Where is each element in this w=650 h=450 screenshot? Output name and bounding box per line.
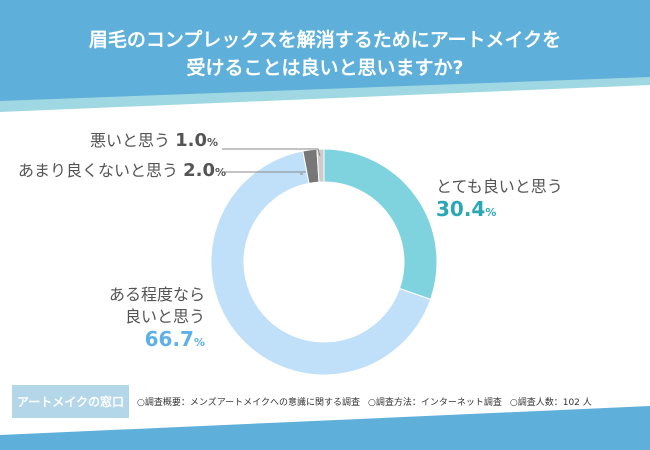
label-very-good: とても良いと思う 30.4% <box>436 177 563 221</box>
survey-summary: ○調査概要：メンズアートメイクへの意識に関する調査 <box>137 398 361 408</box>
donut-chart <box>210 148 438 376</box>
brand-logo: アートメイクの窓口 <box>12 385 130 418</box>
label-somewhat-good: ある程度なら 良いと思う 66.7% <box>108 285 205 351</box>
leader-line-bad <box>222 148 321 157</box>
survey-count: ○調査人数：102 人 <box>509 398 592 408</box>
footer-band <box>0 406 650 450</box>
page-title: 眉毛のコンプレックスを解消するためにアートメイクを 受けることは良いと思いますか… <box>88 29 562 79</box>
survey-footer: アートメイクの窓口 ○調査概要：メンズアートメイクへの意識に関する調査 ○調査方… <box>12 385 592 418</box>
header-band <box>0 0 650 101</box>
slice-somewhat-good <box>210 150 432 376</box>
slice-bad <box>316 148 325 183</box>
label-not-good: あまり良くないと思う 2.0% <box>18 160 227 181</box>
label-bad: 悪いと思う 1.0% <box>90 130 219 151</box>
slice-very-good <box>323 148 438 301</box>
survey-method: ○調査方法：インターネット調査 <box>368 398 502 408</box>
